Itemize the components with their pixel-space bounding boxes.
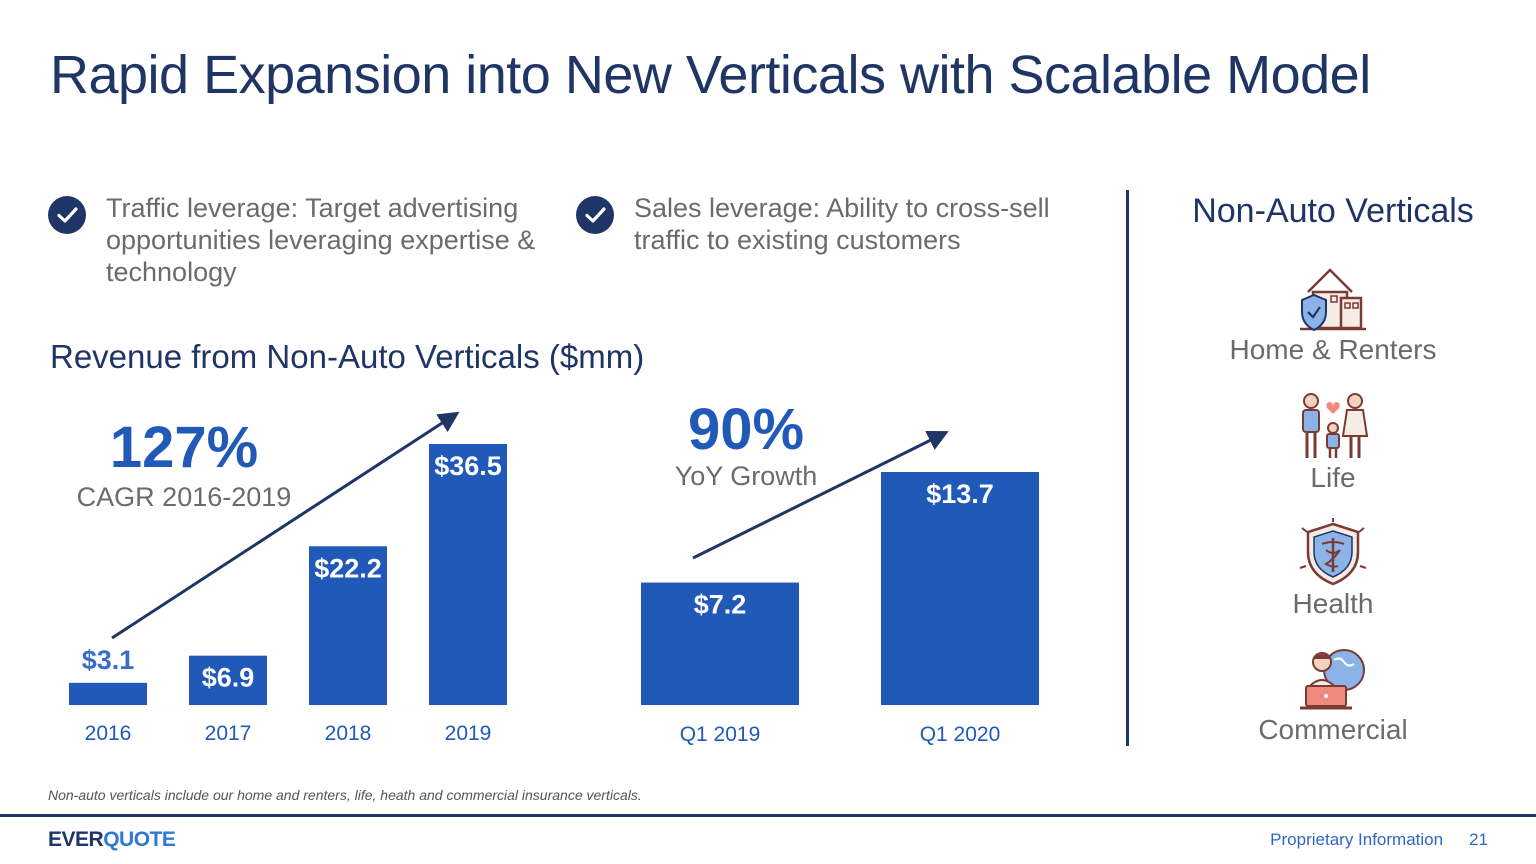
vertical-life: Life (1140, 390, 1526, 494)
vertical-label: Home & Renters (1229, 334, 1437, 365)
vertical-health: Health (1140, 518, 1526, 620)
yoy-trend-arrow (692, 431, 949, 560)
x-tick-label: 2016 (85, 722, 132, 745)
vertical-home-renters: Home & Renters (1140, 264, 1526, 366)
bar-value-label: $7.2 (694, 590, 747, 620)
non-auto-title: Non-Auto Verticals (1192, 192, 1474, 230)
x-tick-label: Q1 2020 (920, 723, 1001, 746)
bar-value-label: $36.5 (434, 451, 502, 481)
x-tick-label: Q1 2019 (680, 723, 761, 746)
vertical-label: Commercial (1258, 714, 1408, 745)
yoy-label: YoY Growth (674, 461, 818, 491)
bar-value-label: $6.9 (202, 663, 255, 693)
house-shield-icon (1300, 268, 1366, 332)
footer-info: Proprietary Information 21 (1244, 830, 1488, 850)
chart-section-title: Revenue from Non-Auto Verticals ($mm) (50, 338, 645, 375)
proprietary-label: Proprietary Information (1270, 830, 1444, 849)
x-tick-label: 2017 (205, 722, 252, 745)
bullet-traffic-leverage: Traffic leverage: Target advertising opp… (48, 192, 568, 288)
cagr-label: CAGR 2016-2019 (76, 482, 292, 512)
bar-value-label: $3.1 (82, 645, 135, 675)
checkmark-icon (48, 196, 86, 234)
bar-2017 (189, 655, 267, 705)
company-logo: EVERQUOTE (48, 828, 176, 851)
footer-rule (0, 814, 1536, 817)
bullet-sales-leverage: Sales leverage: Ability to cross-sell tr… (576, 192, 1096, 256)
x-tick-label: 2018 (325, 722, 372, 745)
cagr-value: 127% (109, 415, 259, 480)
checkmark-icon (576, 196, 614, 234)
vertical-commercial: Commercial (1140, 644, 1526, 746)
section-divider (1126, 190, 1129, 746)
bar-value-label: $22.2 (314, 553, 382, 583)
caduceus-shield-icon (1299, 518, 1367, 586)
yoy-value: 90% (687, 397, 805, 462)
bar-2016 (69, 682, 147, 705)
bar-value-label: $13.7 (926, 479, 994, 509)
revenue-bar-charts: $3.1 2016 $6.9 2017 $22.2 2018 $36.5 2019 $7.2 Q1… (69, 411, 1039, 746)
vertical-label: Health (1292, 588, 1374, 619)
family-heart-icon (1302, 393, 1369, 458)
page-number: 21 (1469, 830, 1488, 849)
bullet-text: Traffic leverage: Target advertising opp… (106, 193, 536, 287)
vertical-label: Life (1310, 462, 1356, 493)
laptop-globe-icon (1300, 649, 1365, 710)
bar-2019 (429, 444, 507, 705)
footnote: Non-auto verticals include our home and … (48, 787, 642, 803)
page-title: Rapid Expansion into New Verticals with … (50, 45, 1371, 105)
bar-q1-2019 (641, 582, 799, 705)
cagr-trend-arrow (111, 411, 460, 640)
x-tick-label: 2019 (445, 722, 492, 745)
bar-q1-2020 (881, 472, 1039, 705)
bullet-text: Sales leverage: Ability to cross-sell tr… (634, 193, 1050, 255)
bar-2018 (309, 546, 387, 705)
